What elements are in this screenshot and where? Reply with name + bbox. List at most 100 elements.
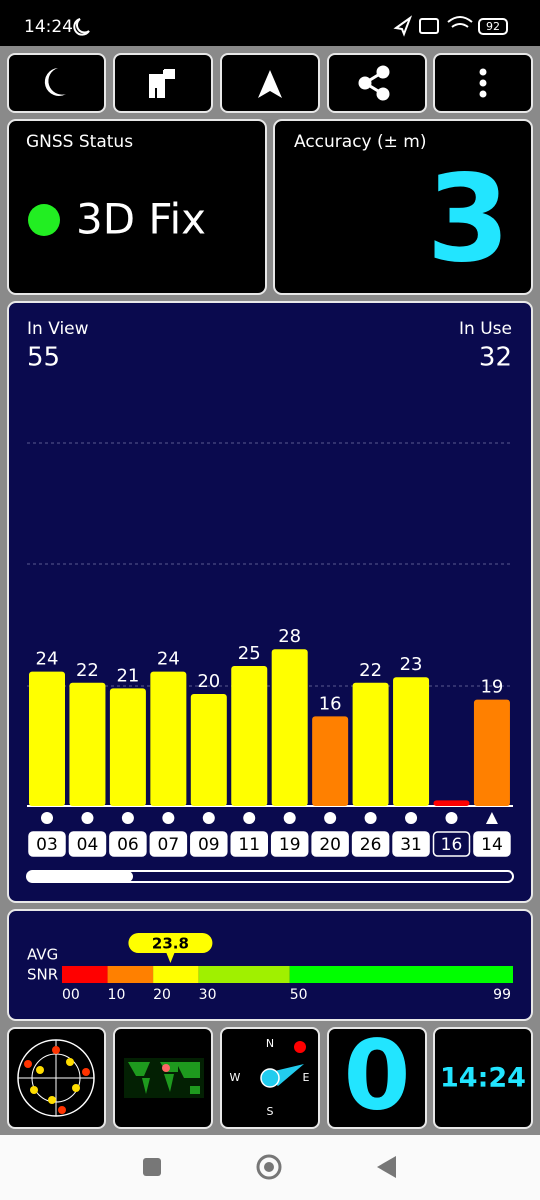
home-button[interactable] <box>256 1154 282 1180</box>
sat-id-box <box>351 831 390 857</box>
snr-label: 16 <box>319 693 342 714</box>
snr-bar <box>190 694 227 806</box>
moon-icon <box>44 68 66 96</box>
arrow-icon <box>258 70 282 98</box>
status-marker <box>121 812 134 824</box>
sat-id: 11 <box>238 835 260 855</box>
status-marker <box>41 812 53 824</box>
snr-label: 22 <box>76 660 99 681</box>
snr-bar <box>473 699 510 806</box>
status-marker <box>202 812 215 824</box>
sat-id: 03 <box>36 835 58 855</box>
snr-label: 21 <box>116 665 139 686</box>
snr-label: 20 <box>197 671 220 692</box>
snr-label: 19 <box>480 677 503 698</box>
status-marker <box>243 812 256 824</box>
home-dot <box>264 1162 274 1172</box>
snr-bar <box>393 677 430 806</box>
status-marker <box>324 812 337 824</box>
sat-id: 20 <box>319 835 341 855</box>
compass-s: S <box>267 1105 274 1118</box>
sat-id-box <box>473 831 511 857</box>
compass-e: E <box>303 1071 310 1084</box>
accuracy-value: 3 <box>427 151 511 290</box>
snr-tick-label: 50 <box>290 987 308 1003</box>
fix-indicator <box>28 204 60 236</box>
sat-id-box <box>392 831 430 857</box>
back-button[interactable] <box>377 1156 396 1178</box>
avg-pointer <box>128 933 213 963</box>
snr-label: 28 <box>278 626 301 647</box>
snr-tick-label: 99 <box>493 987 511 1003</box>
snr-zone <box>107 966 154 983</box>
status-marker <box>81 812 94 824</box>
sat-id: 14 <box>481 835 503 855</box>
snr-label: 24 <box>36 649 59 670</box>
snr-bar <box>29 671 65 806</box>
dnd-icon <box>73 18 90 36</box>
snr-label-1: AVG <box>27 946 58 964</box>
clock-time: 14:24 <box>440 1063 526 1094</box>
speed-tile[interactable] <box>327 1027 427 1129</box>
snr-zone <box>289 966 513 983</box>
snr-zone <box>153 966 199 983</box>
status-bar <box>0 0 540 46</box>
scrollbar-thumb[interactable] <box>27 871 133 882</box>
compass: N E S W <box>230 1037 310 1118</box>
skyplot-icon <box>17 1039 95 1117</box>
sat-id-box <box>190 831 228 857</box>
share-icon <box>358 65 390 101</box>
location-icon <box>393 15 413 37</box>
night-button[interactable] <box>7 53 106 113</box>
sat-id: 19 <box>279 835 301 855</box>
satellite-panel <box>7 301 533 903</box>
sat-id: 06 <box>117 835 139 855</box>
status-time: 14:24 <box>24 17 73 37</box>
status-marker <box>445 812 458 824</box>
grid <box>27 442 512 687</box>
snr-panel <box>7 909 533 1021</box>
snr-tick-label: 30 <box>199 987 217 1003</box>
status-marker <box>162 812 175 824</box>
snr-bar <box>231 666 268 806</box>
compass-w: W <box>230 1071 241 1084</box>
snr-zone <box>62 966 108 983</box>
clock-tile[interactable] <box>433 1027 533 1129</box>
in-use-label: In Use <box>459 319 512 339</box>
sat-id-box <box>270 831 309 857</box>
sat-id-box <box>311 831 349 857</box>
snr-tick-label: 20 <box>153 987 171 1003</box>
wifi-icon <box>447 16 473 28</box>
accuracy-title: Accuracy (± m) <box>294 132 427 152</box>
snr-bar <box>271 649 308 806</box>
sat-id: 31 <box>400 835 422 855</box>
map-tile[interactable] <box>113 1027 213 1129</box>
sat-id-box <box>149 831 188 857</box>
in-view-value: 55 <box>27 343 60 373</box>
sat-id-box <box>28 831 66 857</box>
snr-bar <box>150 671 187 806</box>
snr-bar <box>312 716 349 806</box>
sat-id-box <box>109 831 147 857</box>
status-marker <box>283 812 296 824</box>
sat-id: 26 <box>360 835 382 855</box>
snr-label: 22 <box>359 660 382 681</box>
accuracy-panel <box>273 119 533 295</box>
sat-id: 07 <box>158 835 180 855</box>
battery-level: 92 <box>486 20 500 33</box>
snr-bar <box>109 688 146 806</box>
fix-value: 3D Fix <box>76 195 206 244</box>
snr-zone <box>198 966 290 983</box>
in-view-label: In View <box>27 319 89 339</box>
menu-icon <box>479 68 487 98</box>
snr-label-2: SNR <box>27 966 58 984</box>
recents-button[interactable] <box>143 1158 161 1176</box>
share-button[interactable] <box>327 53 427 113</box>
sim-icon <box>419 18 439 34</box>
sat-id-box <box>230 831 268 857</box>
snr-meter: 00 10 20 30 50 99 23.8 <box>62 933 513 1003</box>
battery-icon <box>478 18 508 35</box>
compass-n: N <box>266 1037 274 1050</box>
snr-tick-label: 00 <box>62 987 80 1003</box>
